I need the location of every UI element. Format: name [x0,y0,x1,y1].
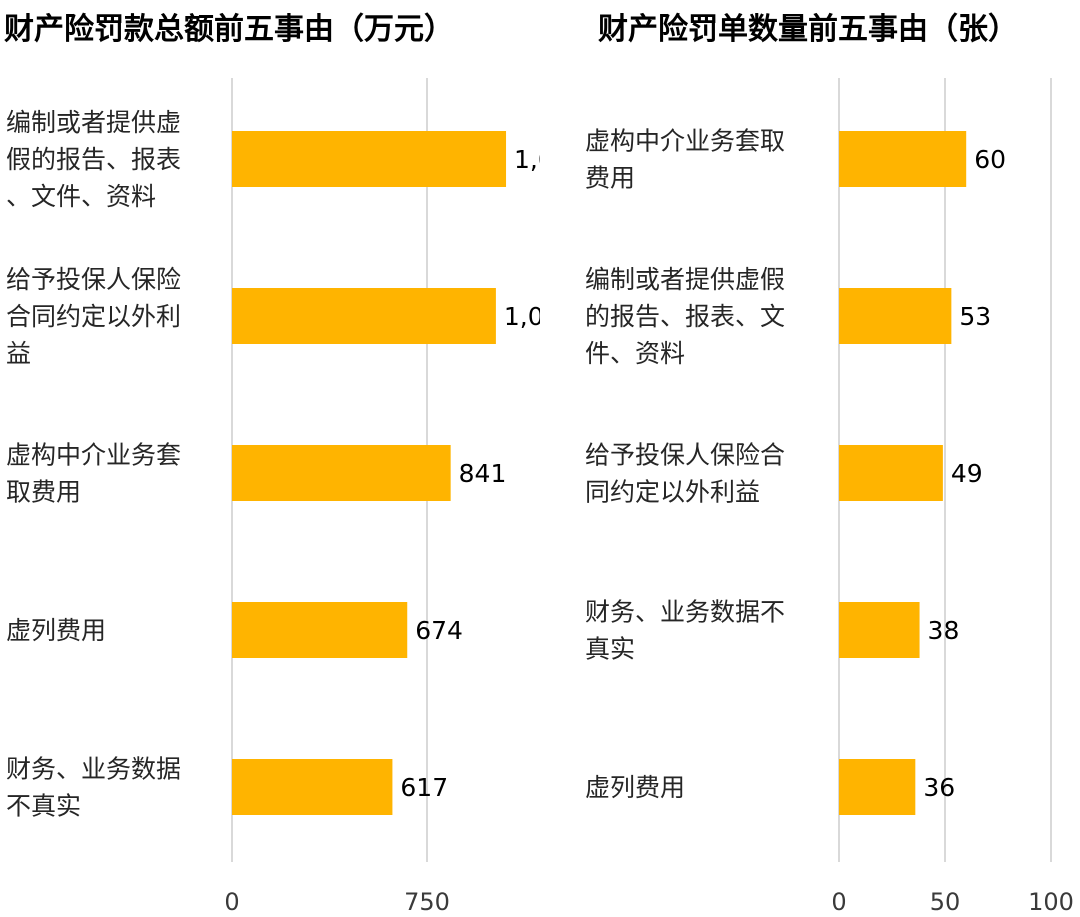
category-label: 给予投保人保险合同约定以外利益 [6,265,181,368]
bar [839,131,967,187]
bar [839,288,952,344]
category-label: 虚列费用 [585,773,685,802]
x-tick-label: 750 [404,888,450,916]
x-tick-label: 0 [224,888,239,916]
chart-fine-amount: 财产险罚款总额前五事由（万元） 07501,5001,054编制或者提供虚假的报… [4,12,540,916]
chart-ticket-count: 财产险罚单数量前五事由（张） 0 50 100 60 虚构中介业务套取费用 53 编制或者提… [540,0,1080,917]
bar [232,131,507,187]
chart-title: 财产险罚款总额前五事由（万元） [4,12,454,47]
chart-title: 财产险罚单数量前五事由（张） [598,12,1018,47]
data-label: 60 [974,145,1006,174]
bar [839,759,916,815]
bar [232,759,393,815]
category-label: 编制或者提供虚假的报告、报表、文件、资料 [6,108,181,211]
chart-plot: 07501,5001,054编制或者提供虚假的报告、报表、文件、资料1,015给… [6,78,540,916]
category-label: 给予投保人保险合同约定以外利益 [585,441,785,507]
category-label: 财务、业务数据不真实 [6,755,181,821]
data-label: 53 [959,302,991,331]
data-label: 38 [928,616,960,645]
category-label: 虚列费用 [6,616,106,645]
category-label: 编制或者提供虚假的报告、报表、文件、资料 [585,265,785,368]
bar [839,602,920,658]
data-label: 1,015 [504,302,540,331]
category-label: 虚构中介业务套取费用 [585,127,785,193]
bar [232,445,451,501]
data-label: 36 [923,773,955,802]
data-label: 617 [400,773,448,802]
bar [232,288,496,344]
bar [839,445,943,501]
x-tick-label: 50 [930,888,961,916]
data-label: 674 [415,616,463,645]
data-label: 841 [459,459,507,488]
x-tick-label: 100 [1028,888,1074,916]
data-label: 49 [951,459,983,488]
category-label: 虚构中介业务套取费用 [6,441,181,507]
chart-plot: 0 50 100 60 虚构中介业务套取费用 53 编制或者提供虚假的报告、报表、文件、资料… [585,78,1074,916]
category-label: 财务、业务数据不真实 [585,598,785,664]
data-label: 1,054 [514,145,540,174]
x-tick-label: 0 [831,888,846,916]
bar [232,602,408,658]
